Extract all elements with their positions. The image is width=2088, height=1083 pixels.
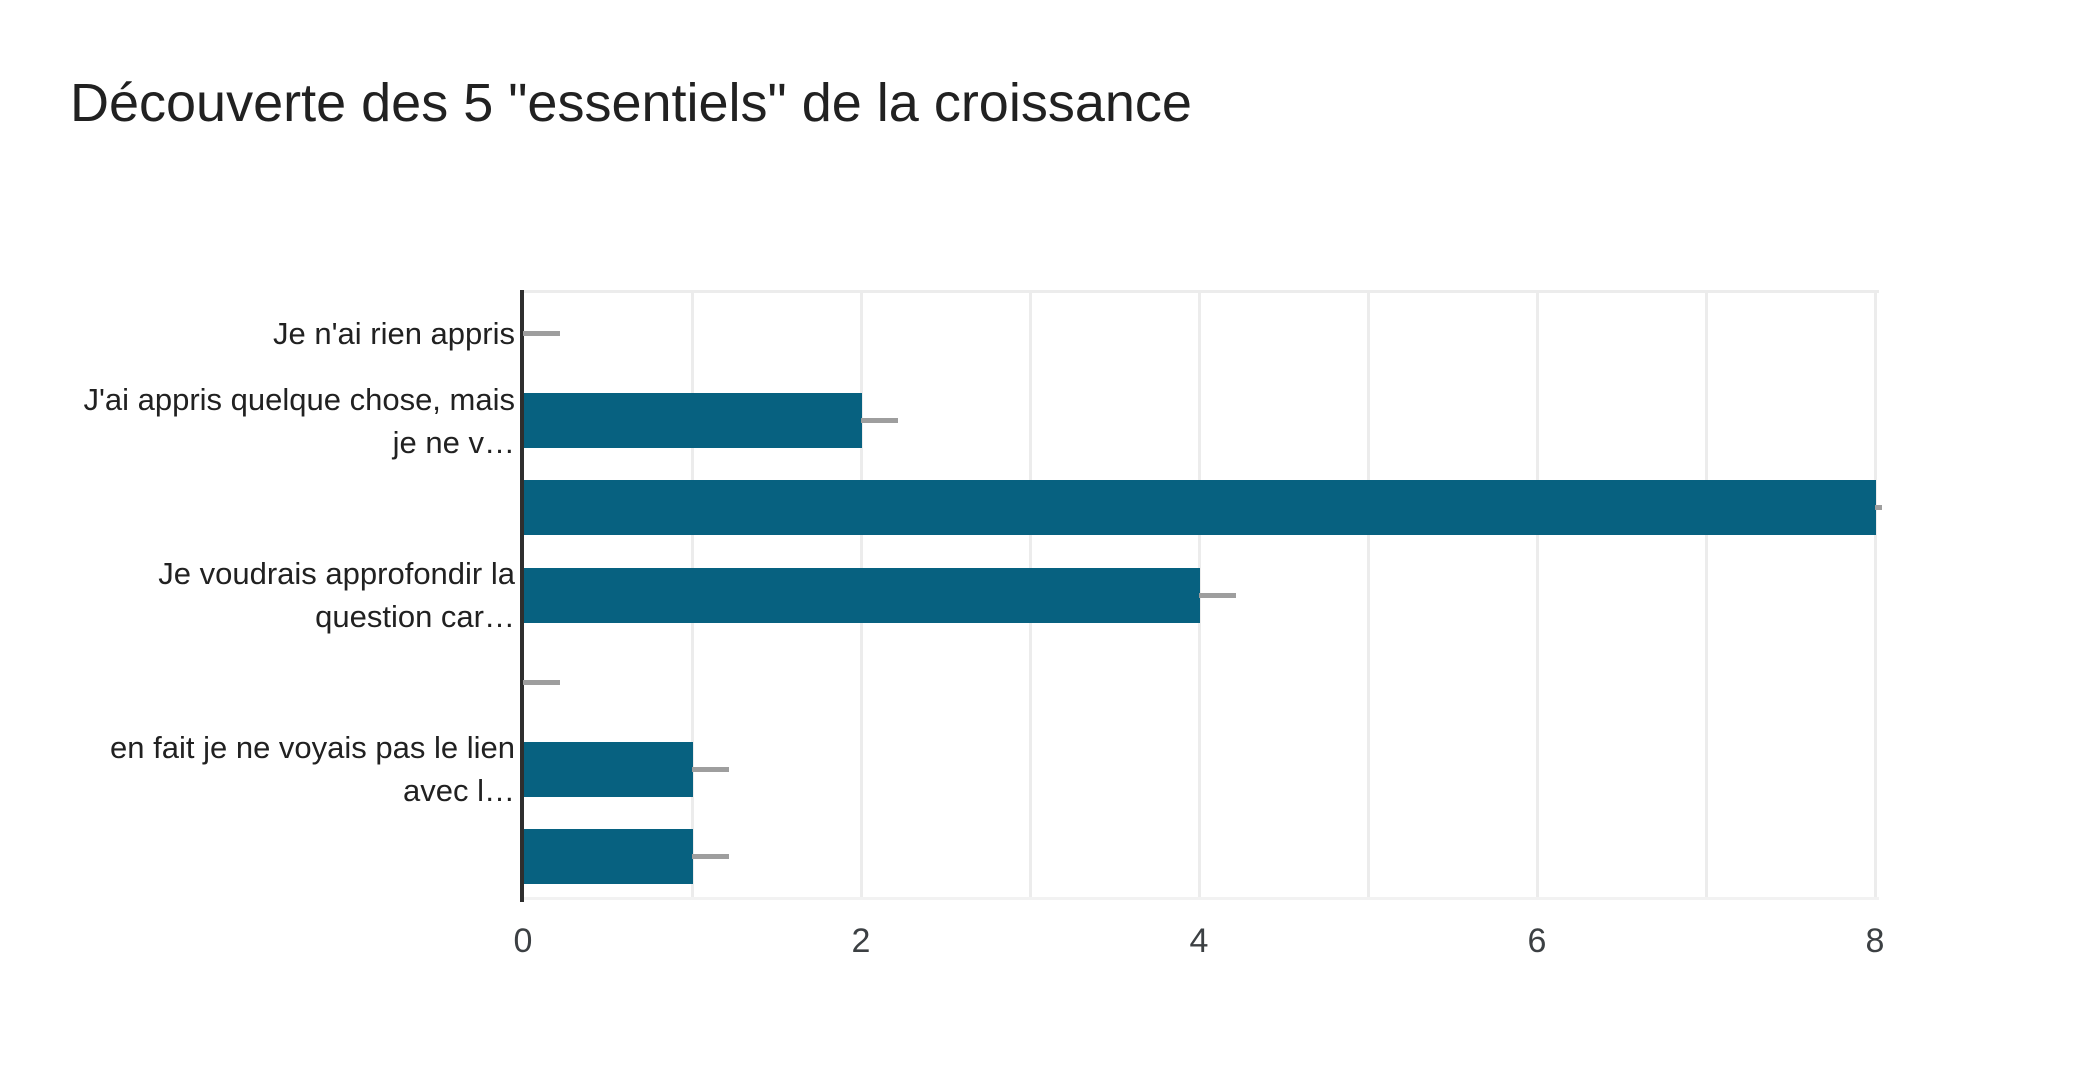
gridline bbox=[1536, 290, 1539, 900]
bar-whisker bbox=[692, 853, 730, 859]
gridline bbox=[1874, 290, 1877, 900]
category-label-line: question car… bbox=[315, 599, 515, 634]
x-tick-label: 8 bbox=[1865, 922, 1885, 960]
bar bbox=[524, 567, 1200, 623]
x-tick-label: 6 bbox=[1527, 922, 1547, 960]
bar-whisker bbox=[861, 418, 899, 424]
bar-whisker bbox=[523, 679, 561, 685]
category-label-line: Je n'ai rien appris bbox=[273, 316, 515, 352]
bar bbox=[524, 480, 1876, 536]
x-tick-label: 0 bbox=[513, 922, 533, 960]
bar bbox=[524, 828, 693, 884]
bar-whisker bbox=[1199, 592, 1237, 598]
category-label: Je n'ai rien appris bbox=[0, 312, 515, 355]
plot-top-border bbox=[523, 290, 1879, 293]
bar bbox=[524, 393, 862, 449]
category-label-line: J'ai appris quelque chose, mais bbox=[83, 381, 515, 417]
category-label-line: Je voudrais approfondir la bbox=[158, 556, 515, 591]
category-label: Je voudrais approfondir la question car… bbox=[0, 552, 515, 638]
chart-title: Découverte des 5 "essentiels" de la croi… bbox=[70, 73, 1192, 133]
bar-whisker bbox=[692, 766, 730, 772]
bar bbox=[524, 741, 693, 797]
x-tick-label: 4 bbox=[1189, 922, 1209, 960]
plot-bottom-border bbox=[523, 897, 1879, 900]
category-label-line: avec l… bbox=[403, 773, 515, 809]
category-label-line: en fait je ne voyais pas le lien bbox=[110, 730, 515, 766]
gridline bbox=[1367, 290, 1370, 900]
category-label-line: je ne v… bbox=[392, 424, 515, 460]
x-tick-label: 2 bbox=[851, 922, 871, 960]
bar-whisker bbox=[523, 331, 561, 337]
gridline bbox=[1705, 290, 1708, 900]
category-label: en fait je ne voyais pas le lien avec l… bbox=[0, 726, 515, 812]
bar-whisker bbox=[1875, 505, 1882, 511]
category-label: J'ai appris quelque chose, mais je ne v… bbox=[0, 378, 515, 464]
y-axis-line bbox=[520, 290, 524, 902]
